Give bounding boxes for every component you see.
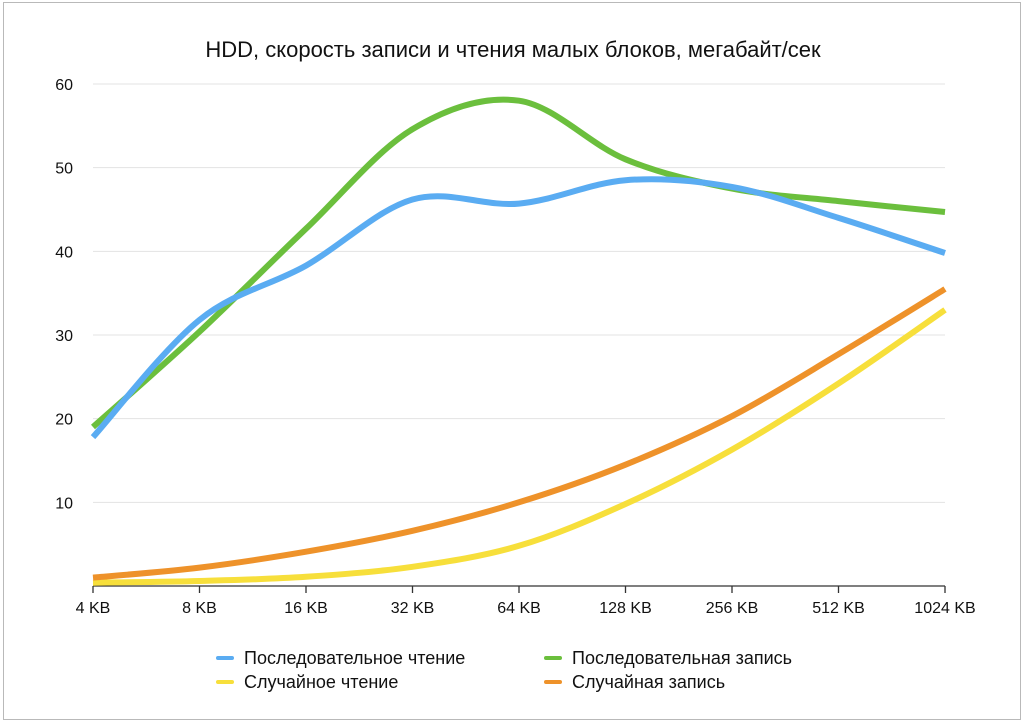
legend-label: Последовательная запись <box>572 647 793 668</box>
legend-item-rand-write: Случайная запись <box>544 670 725 694</box>
series-line <box>91 96 946 430</box>
x-tick-label: 4 KB <box>76 600 111 617</box>
legend-swatch <box>544 656 562 660</box>
x-tick-label: 512 KB <box>812 600 864 617</box>
chart-title: HDD, скорость записи и чтения малых блок… <box>205 37 821 62</box>
gridlines <box>93 83 945 503</box>
legend-item-seq-write: Последовательная запись <box>544 646 792 670</box>
x-tick-label: 1024 KB <box>914 600 975 617</box>
y-tick-label: 50 <box>55 161 73 178</box>
x-tick-label: 128 KB <box>599 600 651 617</box>
y-tick-label: 30 <box>55 328 73 345</box>
series-line <box>92 286 947 581</box>
chart-frame <box>3 2 1021 720</box>
x-tick-label: 256 KB <box>706 600 758 617</box>
x-tick-label: 32 KB <box>391 600 435 617</box>
y-tick-label: 10 <box>55 495 73 512</box>
legend-item-seq-read: Последовательное чтение <box>216 646 465 670</box>
legend: Последовательное чтение Последовательная… <box>0 644 1026 700</box>
axes: 10 20 30 40 50 60 4 KB 8 KB 16 KB 32 KB 64 KB 128 K… <box>55 77 975 617</box>
series-line <box>90 176 946 440</box>
y-tick-label: 40 <box>55 244 73 261</box>
legend-label: Случайная запись <box>572 671 726 692</box>
legend-label: Случайное чтение <box>244 671 399 692</box>
x-tick-label: 64 KB <box>497 600 541 617</box>
x-tick-label: 16 KB <box>284 600 328 617</box>
y-tick-label: 20 <box>55 412 73 429</box>
legend-label: Последовательное чтение <box>244 647 466 668</box>
series-lines <box>90 96 947 586</box>
legend-swatch <box>544 680 562 684</box>
legend-swatch <box>216 680 234 684</box>
legend-swatch <box>216 656 234 660</box>
series-line <box>92 307 947 586</box>
legend-item-rand-read: Случайное чтение <box>216 670 398 694</box>
x-tick-label: 8 KB <box>182 600 217 617</box>
y-tick-label: 60 <box>55 77 73 94</box>
